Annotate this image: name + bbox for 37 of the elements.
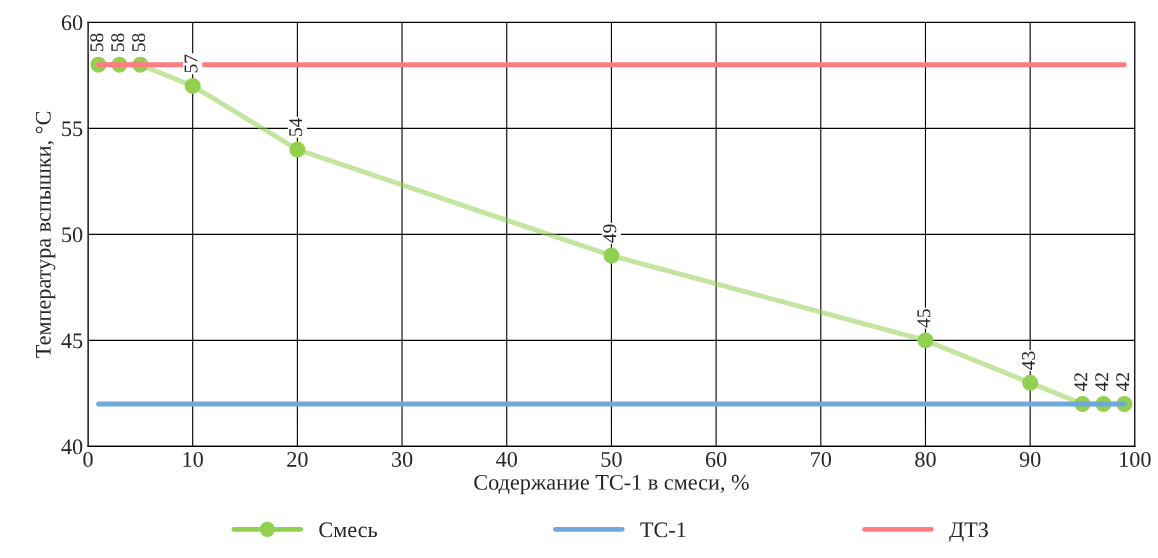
y-tick-label: 55 [62, 121, 83, 137]
x-tick-label: 80 [915, 451, 936, 467]
data-label: 54 [289, 117, 303, 136]
data-label: 58 [132, 33, 146, 52]
data-label: 58 [111, 33, 125, 52]
data-label: 42 [1074, 373, 1088, 392]
point [1022, 374, 1039, 391]
data-label: 42 [1116, 373, 1130, 392]
point [917, 332, 934, 349]
x-tick-label: 40 [496, 451, 517, 467]
data-label: 57 [184, 54, 198, 73]
y-tick-label: 50 [62, 227, 83, 243]
legend-label: Смесь [319, 522, 378, 538]
x-tick-label: 30 [392, 451, 413, 467]
x-tick-label: 50 [601, 451, 622, 467]
x-axis-title: Содержание ТС-1 в смеси, % [474, 474, 749, 495]
x-tick-label: 90 [1019, 451, 1041, 467]
y-axis-title: Температура вспышки, °С [35, 111, 56, 358]
data-label: 43 [1021, 351, 1036, 370]
x-tick-label: 70 [811, 451, 832, 467]
data-label: 45 [917, 309, 931, 328]
legend-label: ДТЗ [949, 522, 988, 542]
y-tick-label: 40 [61, 439, 83, 455]
x-tick-label: 20 [287, 451, 308, 467]
legend-label: ТС-1 [640, 522, 686, 538]
x-tick-label: 10 [183, 451, 203, 467]
point [603, 247, 620, 264]
x-tick-label: 60 [705, 451, 727, 467]
x-tick-label: 0 [83, 451, 93, 467]
x-tick-label: 100 [1120, 451, 1151, 467]
point [184, 77, 201, 94]
y-tick-label: 60 [61, 15, 83, 31]
y-tick-label: 45 [61, 333, 83, 349]
data-label: 42 [1095, 373, 1109, 392]
data-label: 58 [90, 33, 104, 52]
data-label: 49 [603, 224, 617, 243]
point [289, 141, 306, 158]
